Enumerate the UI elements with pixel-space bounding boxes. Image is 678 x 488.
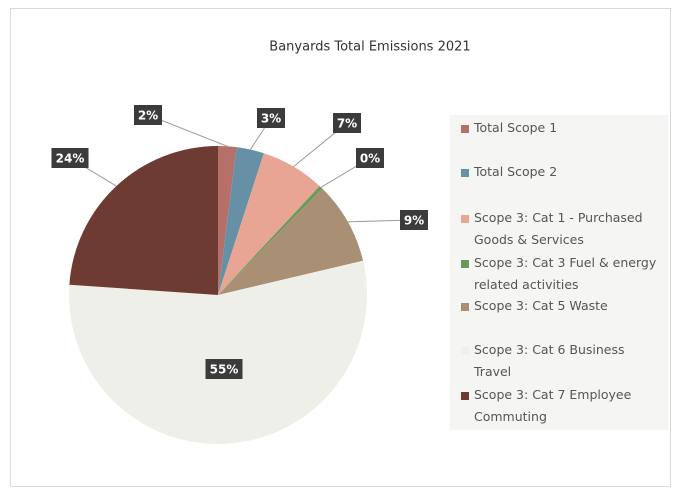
pie-slice [218,146,237,295]
data-label: 9% [400,210,428,230]
pie-slice [218,186,323,295]
legend-label: Scope 3: Cat 5 Waste [474,298,608,313]
data-label: 0% [356,148,384,168]
legend-swatch [461,169,469,177]
pie-slice [218,188,364,295]
label-text: 9% [404,214,424,228]
label-box [400,210,428,230]
legend-label: Total Scope 2 [474,164,558,179]
label-box [134,105,162,125]
data-label: 55% [205,359,243,379]
legend-swatch [461,125,469,133]
legend-swatch [461,347,469,355]
pie-slice [69,146,218,295]
label-text: 0% [360,152,380,166]
legend-label: Scope 3: Cat 7 Employee Commuting [474,387,632,424]
frame [10,8,671,487]
label-box [356,148,384,168]
label-text: 2% [138,109,158,123]
label-box [205,359,243,379]
label-text: 3% [261,112,281,126]
legend-label: Scope 3: Cat 1 - Purchased Goods & Servi… [474,210,643,247]
label-text: 24% [56,152,85,166]
chart-title: Banyards Total Emissions 2021 [269,40,470,55]
label-box [333,113,361,133]
legend: Total Scope 1 Total Scope 2 Scope 3: Cat 1… [450,115,668,430]
data-label: 2% [134,105,162,125]
data-label: 3% [257,108,285,128]
legend-swatch [461,260,469,268]
legend-label: Scope 3: Cat 3 Fuel & energy related act… [474,255,657,292]
legend-label: Scope 3: Cat 6 Business Travel [474,342,625,379]
legend-swatch [461,303,469,311]
label-text: 7% [337,117,357,131]
legend-label: Total Scope 1 [474,120,558,135]
label-box [257,108,285,128]
legend-swatch [461,215,469,223]
label-box [51,148,89,168]
pie-slice [218,147,264,295]
data-label: 7% [333,113,361,133]
pie-slice [218,153,320,295]
label-text: 55% [210,363,239,377]
data-label: 24% [51,148,89,168]
pie-slice [68,260,367,444]
legend-swatch [461,392,469,400]
